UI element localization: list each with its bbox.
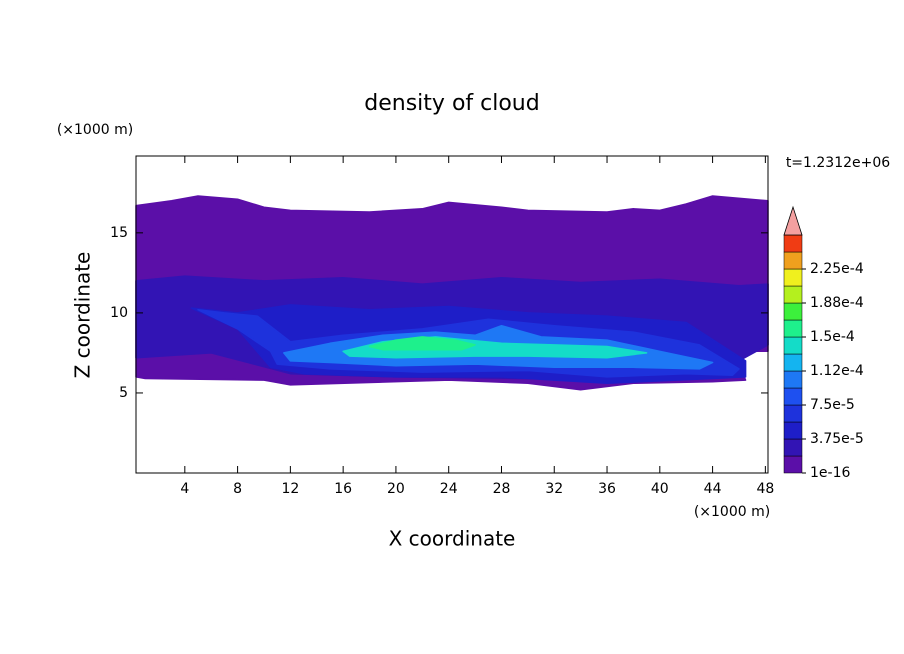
y-tick-label: 10	[110, 305, 128, 321]
x-tick-label: 16	[334, 481, 352, 497]
colorbar-band	[783, 421, 803, 440]
colorbar-label: 1e-16	[810, 465, 850, 481]
y-tick-label: 15	[110, 225, 128, 241]
x-tick-label: 8	[233, 481, 242, 497]
x-tick-label: 20	[387, 481, 405, 497]
colorbar-label: 1.5e-4	[810, 329, 855, 345]
plot-frame	[135, 155, 769, 474]
colorbar-label: 1.88e-4	[810, 295, 864, 311]
y-axis-title: Z coordinate	[71, 252, 95, 379]
colorbar-band	[783, 438, 803, 457]
colorbar-band	[783, 302, 803, 321]
x-tick-label: 48	[756, 481, 774, 497]
colorbar-band	[783, 285, 803, 304]
colorbar-label: 3.75e-5	[810, 431, 864, 447]
time-label: t=1.2312e+06	[786, 155, 890, 171]
colorbar-band	[783, 404, 803, 423]
colorbar-band	[783, 387, 803, 406]
x-axis-title: X coordinate	[389, 527, 516, 551]
x-tick-label: 28	[493, 481, 511, 497]
colorbar-band	[783, 353, 803, 372]
colorbar-band	[783, 455, 803, 474]
colorbar-label: 1.12e-4	[810, 363, 864, 379]
x-tick-label: 24	[440, 481, 458, 497]
chart-title: density of cloud	[364, 91, 539, 116]
x-tick-label: 36	[598, 481, 616, 497]
y-tick-label: 5	[119, 385, 128, 401]
colorbar-band	[783, 268, 803, 287]
y-unit: (×1000 m)	[57, 122, 133, 138]
colorbar-band	[783, 336, 803, 355]
colorbar-band	[783, 370, 803, 389]
colorbar-band	[783, 319, 803, 338]
x-tick-label: 44	[704, 481, 722, 497]
colorbar-band	[783, 251, 803, 270]
colorbar-overflow	[783, 205, 803, 236]
colorbar-label: 2.25e-4	[810, 261, 864, 277]
contour-region	[368, 336, 476, 351]
x-tick-label: 40	[651, 481, 669, 497]
x-tick-label: 12	[281, 481, 299, 497]
x-tick-label: 32	[545, 481, 563, 497]
x-unit: (×1000 m)	[694, 504, 770, 520]
colorbar-label: 7.5e-5	[810, 397, 855, 413]
colorbar-band	[783, 234, 803, 253]
x-tick-label: 4	[180, 481, 189, 497]
